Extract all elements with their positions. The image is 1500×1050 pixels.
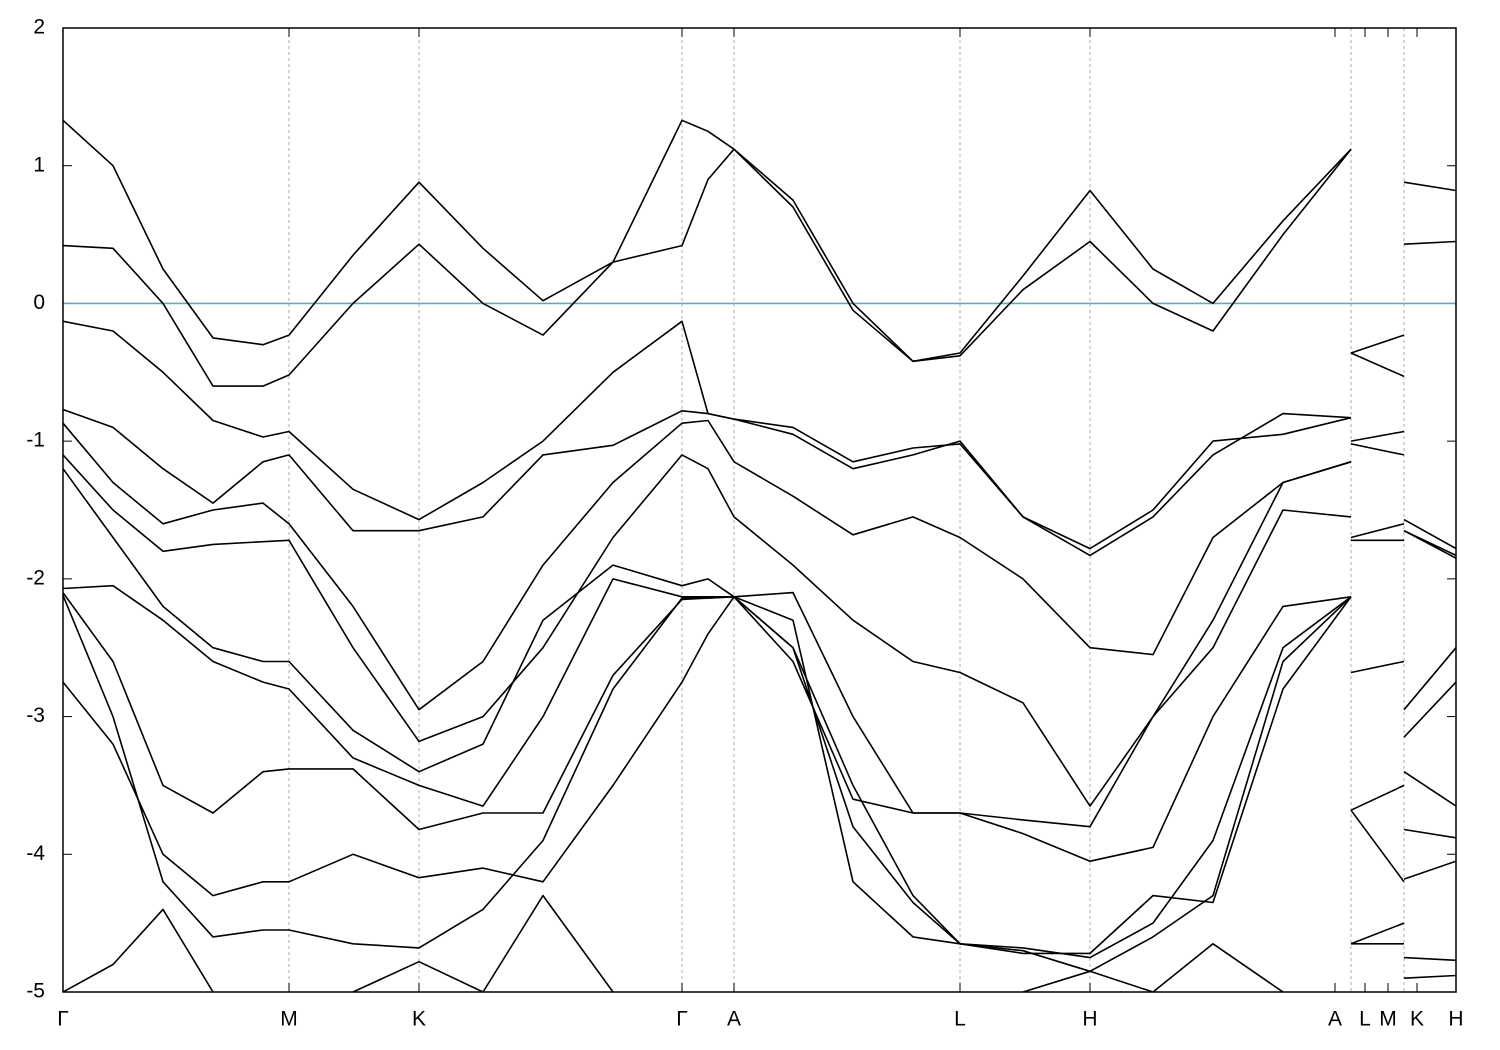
band-line bbox=[63, 595, 1456, 962]
x-tick-label: L bbox=[1359, 1008, 1371, 1031]
band-line bbox=[63, 468, 1456, 828]
x-tick-label: A bbox=[1328, 1008, 1342, 1031]
band-line bbox=[63, 454, 1456, 807]
x-tick-label: Γ bbox=[57, 1008, 69, 1031]
x-tick-label: H bbox=[1448, 1008, 1463, 1031]
x-tick-label: Γ bbox=[676, 1008, 688, 1031]
x-tick-label: K bbox=[412, 1008, 426, 1031]
x-tick-label: K bbox=[1410, 1008, 1424, 1031]
x-tick-label: M bbox=[1379, 1008, 1397, 1031]
band-line bbox=[63, 320, 1456, 550]
y-tick-label: 2 bbox=[33, 16, 45, 39]
y-tick-label: -1 bbox=[26, 429, 45, 452]
band-line bbox=[63, 596, 1456, 973]
plot-layer: 210-1-2-3-4-5Γ M K Γ A L H A L M K H bbox=[26, 16, 1463, 1031]
band-line bbox=[63, 894, 1456, 992]
x-tick-label: A bbox=[727, 1008, 741, 1031]
band-line bbox=[63, 419, 1456, 711]
band-line bbox=[63, 119, 1456, 363]
band-line bbox=[63, 578, 1456, 959]
x-tick-label: M bbox=[280, 1008, 298, 1031]
bands bbox=[63, 119, 1456, 992]
x-tick-label: H bbox=[1082, 1008, 1097, 1031]
y-tick-label: -5 bbox=[26, 980, 45, 1003]
y-tick-label: -3 bbox=[26, 704, 45, 727]
plot-frame bbox=[62, 27, 1457, 993]
y-tick-label: -2 bbox=[26, 566, 45, 589]
y-tick-label: 1 bbox=[33, 153, 45, 176]
band-line bbox=[63, 148, 1456, 387]
y-tick-label: 0 bbox=[33, 291, 45, 314]
x-tick-label: L bbox=[954, 1008, 966, 1031]
y-tick-label: -4 bbox=[26, 842, 45, 865]
